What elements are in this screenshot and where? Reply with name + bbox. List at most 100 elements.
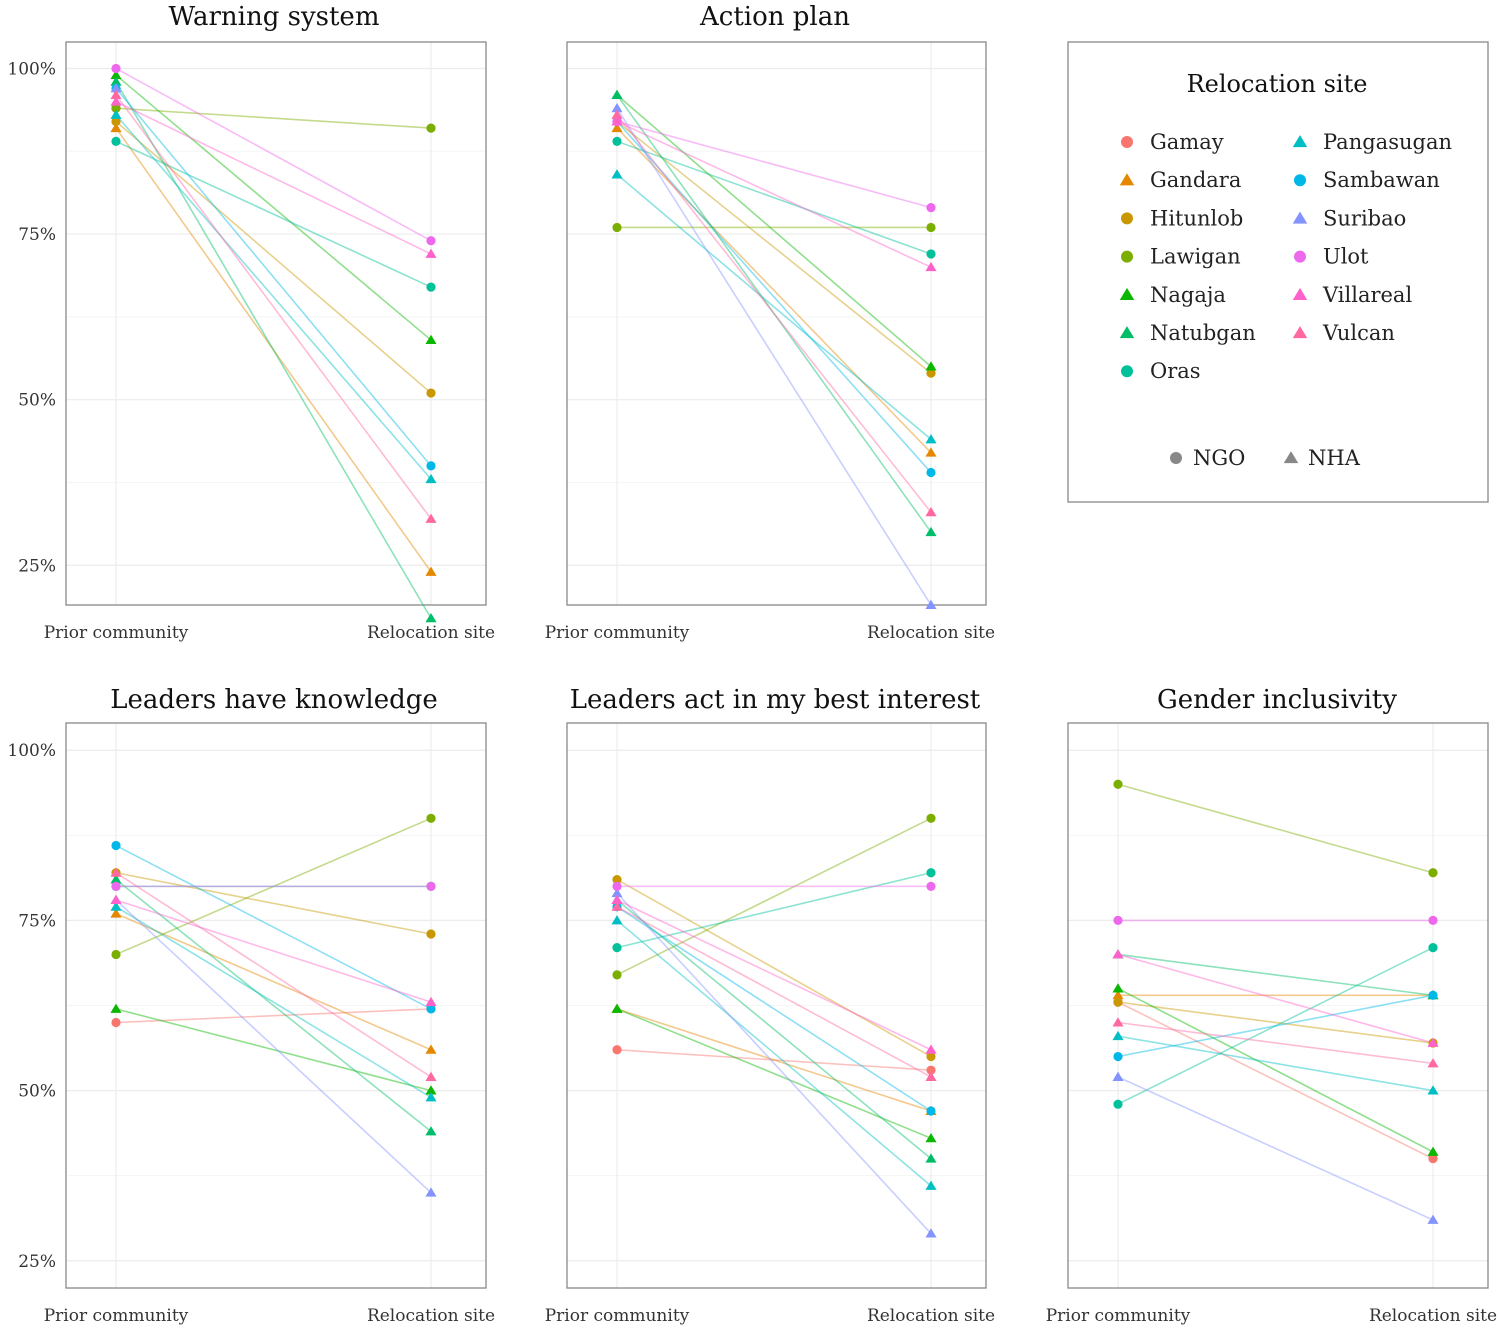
legend-org-nha: NHA: [1283, 446, 1361, 470]
series-line-gamay: [115, 1008, 432, 1024]
series-line-gandara: [115, 127, 432, 573]
point-lawigan: [111, 949, 121, 960]
point-vulcan: [611, 901, 623, 911]
legend-item-sambawan: Sambawan: [1294, 168, 1440, 192]
x-tick-label: Prior community: [545, 1306, 690, 1326]
legend-item-ulot: Ulot: [1294, 245, 1369, 269]
legend-item-lawigan: Lawigan: [1121, 245, 1241, 269]
legend-item-villareal: Villareal: [1292, 283, 1412, 307]
point-sambawan: [1113, 1051, 1123, 1062]
point-villareal: [1112, 949, 1124, 959]
point-suribao: [1427, 1214, 1439, 1224]
legend-label: Nagaja: [1150, 283, 1226, 307]
x-tick-label: Relocation site: [367, 1306, 495, 1326]
series-line-pangasugan: [616, 919, 932, 1187]
point-hitunlob: [426, 929, 436, 939]
series-line-natubgan: [115, 878, 432, 1133]
point-nagaja: [611, 1003, 623, 1013]
legend-label: Ulot: [1323, 245, 1369, 269]
point-oras: [926, 868, 936, 878]
point-gandara: [110, 908, 122, 918]
point-nagaja: [110, 69, 122, 80]
point-gandara: [425, 566, 437, 576]
series-line-villareal: [115, 100, 432, 255]
point-ulot: [111, 63, 121, 74]
legend-item-vulcan: Vulcan: [1292, 321, 1395, 345]
legend-label: Oras: [1150, 359, 1201, 383]
panel-border: [566, 722, 987, 1289]
legend-label: Lawigan: [1150, 245, 1241, 269]
legend-label: Hitunlob: [1150, 206, 1243, 230]
legend-org-ngo: NGO: [1170, 446, 1245, 470]
point-vulcan: [425, 513, 437, 523]
point-gandara: [611, 122, 623, 133]
point-oras: [612, 943, 622, 953]
point-villareal: [925, 1044, 937, 1054]
panel-border: [566, 41, 987, 606]
legend-label: Sambawan: [1323, 168, 1440, 192]
point-pangasugan: [611, 169, 623, 179]
point-vulcan: [611, 109, 623, 119]
series-line-lawigan: [616, 817, 932, 976]
series-line-vulcan: [616, 906, 932, 1078]
legend-label: Vulcan: [1322, 321, 1395, 345]
point-villareal: [110, 894, 122, 904]
point-pangasugan: [925, 434, 937, 444]
point-pangasugan: [110, 901, 122, 911]
series-line-suribao: [115, 899, 432, 1194]
point-ulot: [1113, 915, 1123, 926]
point-oras: [926, 249, 936, 259]
point-pangasugan: [925, 1180, 937, 1190]
series-line-sambawan: [616, 120, 932, 474]
series-line-hitunlob: [115, 871, 432, 935]
series-line-lawigan: [115, 817, 432, 956]
point-natubgan: [110, 874, 122, 884]
point-suribao: [925, 1228, 937, 1238]
point-lawigan: [612, 970, 622, 980]
series-line-nagaja: [616, 94, 932, 368]
series-line-vulcan: [115, 94, 432, 520]
point-nagaja: [925, 1132, 937, 1143]
panel-title: Leaders act in my best interest: [570, 685, 981, 715]
legend-item-oras: Oras: [1121, 359, 1201, 383]
point-pangasugan: [1427, 1085, 1439, 1095]
point-vulcan: [425, 1071, 437, 1081]
legend-box: [1067, 41, 1489, 503]
legend: Relocation site Gamay Gandara Hitunlob Lawig…: [1067, 41, 1489, 503]
x-tick-label: Relocation site: [1369, 1306, 1497, 1326]
point-lawigan: [1428, 868, 1438, 878]
point-lawigan: [111, 103, 121, 113]
point-suribao: [925, 599, 937, 609]
series-line-gandara: [616, 127, 932, 454]
point-oras: [111, 136, 121, 146]
point-nagaja: [110, 1003, 122, 1013]
point-oras: [426, 282, 436, 292]
point-hitunlob: [926, 1051, 936, 1062]
legend-label: Natubgan: [1150, 321, 1256, 345]
point-villareal: [925, 261, 937, 272]
point-suribao: [611, 102, 623, 113]
point-sambawan: [926, 467, 936, 478]
legend-key-ulot: [1294, 250, 1306, 263]
series-line-lawigan: [1117, 783, 1434, 874]
point-natubgan: [925, 526, 937, 537]
series-line-villareal: [616, 899, 932, 1051]
y-tick-label: 50%: [18, 1082, 56, 1102]
point-gamay: [926, 1065, 936, 1075]
point-natubgan: [925, 1153, 937, 1163]
series-line-sambawan: [115, 844, 432, 1010]
legend-key-lawigan: [1121, 250, 1133, 263]
legend-key-pangasugan: [1292, 135, 1308, 148]
y-tick-label: 50%: [18, 391, 56, 411]
point-villareal: [425, 996, 437, 1007]
panel-background: [66, 42, 486, 605]
x-tick-label: Relocation site: [367, 623, 495, 643]
series-line-hitunlob: [616, 878, 932, 1058]
legend-label: Villareal: [1322, 283, 1412, 307]
legend-key-gandara: [1119, 173, 1135, 186]
panel-border: [65, 722, 487, 1289]
point-suribao: [425, 1187, 437, 1197]
point-natubgan: [110, 76, 122, 86]
y-tick-label: 75%: [18, 225, 56, 245]
